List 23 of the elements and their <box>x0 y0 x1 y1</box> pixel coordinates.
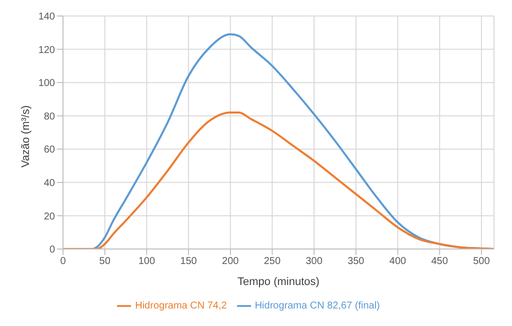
y-tick-label: 100 <box>38 78 56 90</box>
y-tick-label: 0 <box>49 244 56 256</box>
y-tick-label: 140 <box>38 12 56 23</box>
x-tick-label: 300 <box>306 256 323 268</box>
x-axis-title: Tempo (minutos) <box>238 276 320 288</box>
x-tick-label: 400 <box>389 256 407 268</box>
x-tick-label: 100 <box>138 256 156 268</box>
y-axis-title: Vazão (m³/s) <box>20 105 32 168</box>
y-tick-label: 120 <box>38 44 56 56</box>
y-tick-label: 20 <box>44 211 56 222</box>
x-tick-label: 200 <box>222 256 240 268</box>
y-tick-label: 80 <box>44 111 56 122</box>
y-tick-label: 40 <box>44 178 56 189</box>
x-tick-label: 0 <box>60 256 66 268</box>
x-tick-label: 50 <box>99 256 111 268</box>
legend-label: Hidrograma CN 82,67 (final) <box>254 300 380 312</box>
x-tick-label: 500 <box>473 256 490 268</box>
x-tick-label: 250 <box>264 256 282 268</box>
y-tick-label: 60 <box>44 144 56 156</box>
legend-label: Hidrograma CN 74,2 <box>135 300 227 312</box>
x-tick-label: 450 <box>431 256 448 268</box>
x-tick-label: 350 <box>348 256 365 268</box>
x-tick-label: 150 <box>180 256 198 268</box>
